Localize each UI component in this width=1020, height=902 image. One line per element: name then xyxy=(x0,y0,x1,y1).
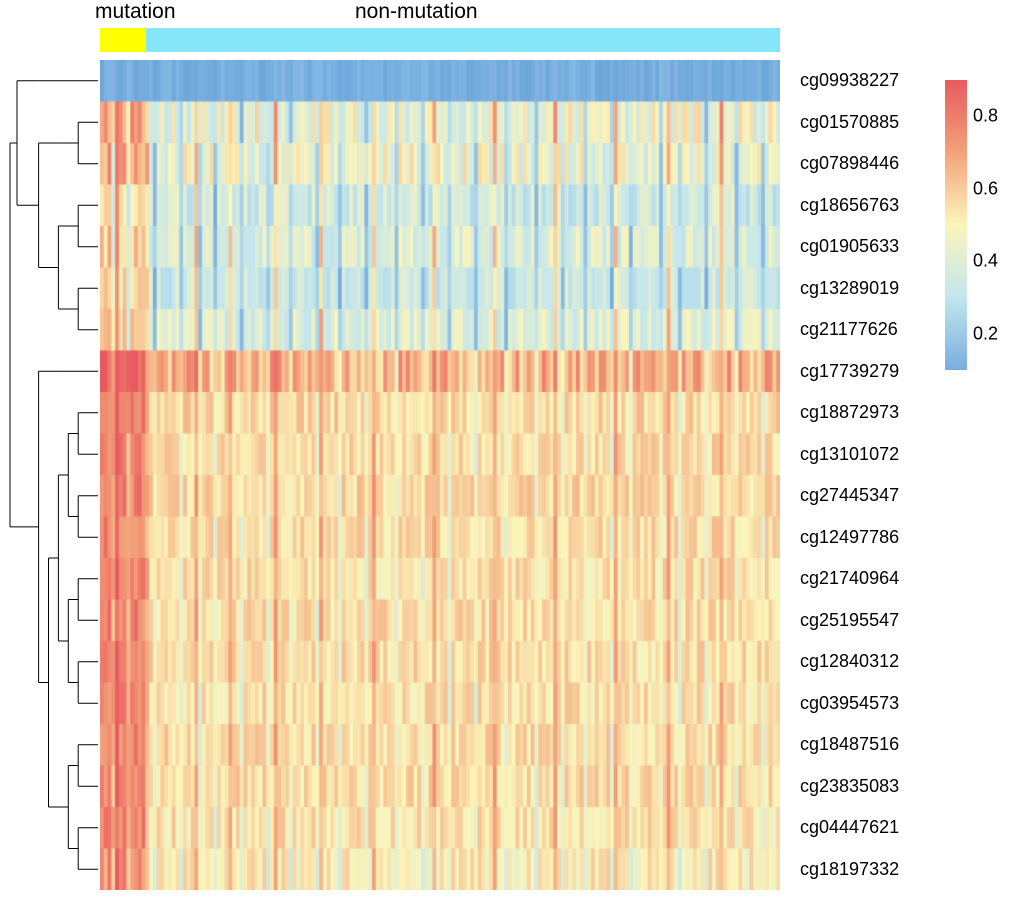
annotation-bar xyxy=(100,28,780,52)
row-label: cg18487516 xyxy=(800,724,940,766)
annotation-segment-mutation xyxy=(100,28,146,52)
row-label: cg12840312 xyxy=(800,641,940,683)
row-label: cg01905633 xyxy=(800,226,940,268)
row-labels: cg09938227cg01570885cg07898446cg18656763… xyxy=(800,60,940,890)
annotation-label-nonmutation: non-mutation xyxy=(355,0,478,24)
row-label: cg23835083 xyxy=(800,766,940,808)
row-label: cg07898446 xyxy=(800,143,940,185)
row-label: cg13289019 xyxy=(800,268,940,310)
colorbar-tick: 0.6 xyxy=(973,178,998,199)
row-label: cg12497786 xyxy=(800,517,940,559)
row-label: cg17739279 xyxy=(800,351,940,393)
row-label: cg04447621 xyxy=(800,807,940,849)
heatmap xyxy=(100,60,780,890)
annotation-label-mutation: mutation xyxy=(95,0,176,24)
row-label: cg09938227 xyxy=(800,60,940,102)
row-label: cg21740964 xyxy=(800,558,940,600)
colorbar-gradient xyxy=(945,80,967,370)
row-label: cg18656763 xyxy=(800,185,940,227)
row-label: cg27445347 xyxy=(800,475,940,517)
row-label: cg18197332 xyxy=(800,849,940,891)
figure-container: mutation non-mutation cg09938227cg015708… xyxy=(0,0,1020,902)
row-label: cg25195547 xyxy=(800,600,940,642)
row-label: cg03954573 xyxy=(800,683,940,725)
row-dendrogram xyxy=(8,60,98,890)
row-label: cg01570885 xyxy=(800,102,940,144)
annotation-segment-non-mutation xyxy=(146,28,780,52)
row-label: cg18872973 xyxy=(800,392,940,434)
row-label: cg21177626 xyxy=(800,309,940,351)
colorbar-tick: 0.4 xyxy=(973,251,998,272)
colorbar-tick: 0.2 xyxy=(973,323,998,344)
colorbar: 0.20.40.60.8 xyxy=(945,80,967,370)
row-label: cg13101072 xyxy=(800,434,940,476)
colorbar-tick: 0.8 xyxy=(973,106,998,127)
